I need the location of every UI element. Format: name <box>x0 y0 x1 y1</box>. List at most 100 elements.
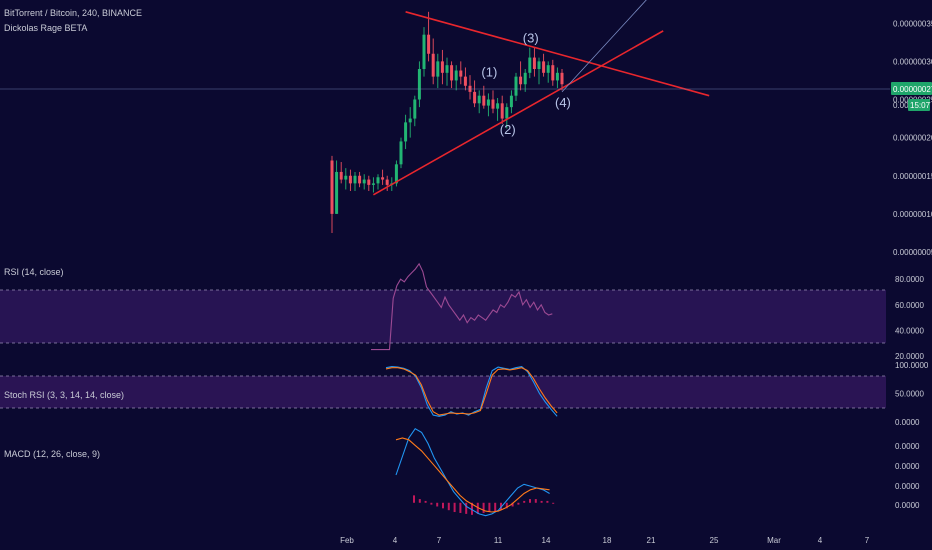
candle <box>509 90 513 114</box>
macd-hist-bar <box>482 502 485 513</box>
last-price-label: 0.00000027 <box>893 85 932 94</box>
rsi-label: RSI (14, close) <box>4 267 64 277</box>
macd-hist-bar <box>534 499 537 503</box>
wave-labels: (3)(1)(2)(4)(5) <box>481 30 570 137</box>
macd-hist-bar <box>424 500 427 503</box>
rsi-pane[interactable]: RSI (14, close) 80.0000 60.0000 40.0000 20.… <box>0 262 924 361</box>
time-tick-label: 4 <box>393 536 398 545</box>
rsi-tick-label: 60.0000 <box>895 301 924 310</box>
wave-label: (1) <box>481 65 497 80</box>
candle <box>344 168 348 190</box>
candle <box>362 174 366 190</box>
candle <box>542 53 546 77</box>
trendline-projection <box>561 0 647 93</box>
candle <box>358 171 362 188</box>
trendlines <box>373 0 710 196</box>
macd-axis: 0.0000 0.0000 0.0000 0.0000 <box>895 442 920 510</box>
candle <box>335 160 339 214</box>
macd-series <box>395 427 550 517</box>
stoch-band <box>0 376 886 408</box>
macd-hist-bar <box>459 502 462 513</box>
candle <box>454 65 458 91</box>
candle <box>551 59 555 86</box>
time-axis[interactable]: Feb 4 7 11 14 18 21 25 Mar 4 7 <box>340 536 870 545</box>
candle <box>463 67 467 91</box>
candle <box>555 67 559 89</box>
rsi-band <box>0 290 886 343</box>
macd-hist-bar <box>413 495 415 503</box>
candle <box>385 175 389 191</box>
price-tick-partial: 0.000 <box>893 101 914 110</box>
candle <box>514 72 518 102</box>
time-tick-label: 4 <box>818 536 823 545</box>
stoch-tick-label: 100.0000 <box>895 361 929 370</box>
price-tick-label: 0.00000010 <box>893 210 932 219</box>
last-price-badge: 0.00000027 <box>891 82 932 95</box>
macd-hist-bar <box>529 499 531 503</box>
stoch-series <box>385 367 558 416</box>
candle <box>367 175 371 191</box>
time-tick-label: 25 <box>710 536 719 545</box>
time-tick-label: 18 <box>603 536 612 545</box>
macd-hist-bar <box>453 502 456 513</box>
price-pane[interactable]: (3)(1)(2)(4)(5) 0.000000350.000000300.00… <box>0 0 932 257</box>
time-tick-label: Feb <box>340 536 354 545</box>
candle <box>404 114 408 150</box>
stoch-lines <box>385 366 558 417</box>
macd-hist-bar <box>488 502 491 513</box>
price-tick-label: 0.00000030 <box>893 57 932 66</box>
price-tick-label: 0.00000005 <box>893 248 932 257</box>
time-tick-label: 21 <box>647 536 656 545</box>
price-tick-label: 0.00000020 <box>893 134 932 143</box>
candle <box>477 90 481 114</box>
candle <box>532 47 536 77</box>
candle <box>523 69 527 92</box>
candle <box>486 93 490 117</box>
candle <box>496 97 500 121</box>
candle <box>431 38 435 85</box>
macd-tick-label: 0.0000 <box>895 482 920 491</box>
candle <box>399 137 403 169</box>
rsi-tick-label: 40.0000 <box>895 326 924 335</box>
candle <box>422 27 426 77</box>
candle <box>436 53 440 89</box>
symbol-title: BitTorrent / Bitcoin, 240, BINANCE <box>4 8 142 18</box>
price-tick-label: 0.00000035 <box>893 19 932 28</box>
candle <box>413 95 417 127</box>
macd-hist-bar <box>476 502 479 514</box>
macd-hist-bar <box>430 502 433 505</box>
macd-hist-bar <box>471 502 473 515</box>
candle <box>427 11 431 62</box>
stoch-rsi-pane[interactable]: Stoch RSI (3, 3, 14, 14, close) 100.0000… <box>0 361 929 427</box>
candle <box>459 61 463 85</box>
candle <box>330 155 334 233</box>
macd-hist-bar <box>465 502 468 514</box>
wave-label: (3) <box>523 30 539 45</box>
macd-pane[interactable]: MACD (12, 26, close, 9) 0.00000.00000.00… <box>4 427 920 517</box>
macd-hist-bar <box>523 500 526 503</box>
macd-hist-bar <box>517 502 520 505</box>
time-tick-label: 7 <box>437 536 442 545</box>
macd-hist-bar <box>511 502 514 507</box>
time-tick-label: 14 <box>542 536 551 545</box>
stoch-label: Stoch RSI (3, 3, 14, 14, close) <box>4 390 124 400</box>
macd-hist-bar <box>552 502 555 504</box>
macd-hist-bar <box>418 499 421 503</box>
candles <box>330 11 564 233</box>
stoch-tick-label: 50.0000 <box>895 389 924 398</box>
candle <box>440 49 444 85</box>
macd-hist-bar <box>436 502 439 507</box>
macd-hist-bar <box>540 500 543 503</box>
candle <box>500 95 504 124</box>
candle <box>371 177 375 193</box>
candle <box>528 47 532 79</box>
stoch-axis: 100.0000 50.0000 0.0000 <box>895 361 929 427</box>
macd-hist-bar <box>447 502 450 511</box>
candle <box>376 174 380 190</box>
candle <box>417 61 421 108</box>
candle <box>473 80 477 108</box>
countdown-badge: 15:07 <box>908 99 931 111</box>
macd-hist-bar <box>505 502 508 509</box>
